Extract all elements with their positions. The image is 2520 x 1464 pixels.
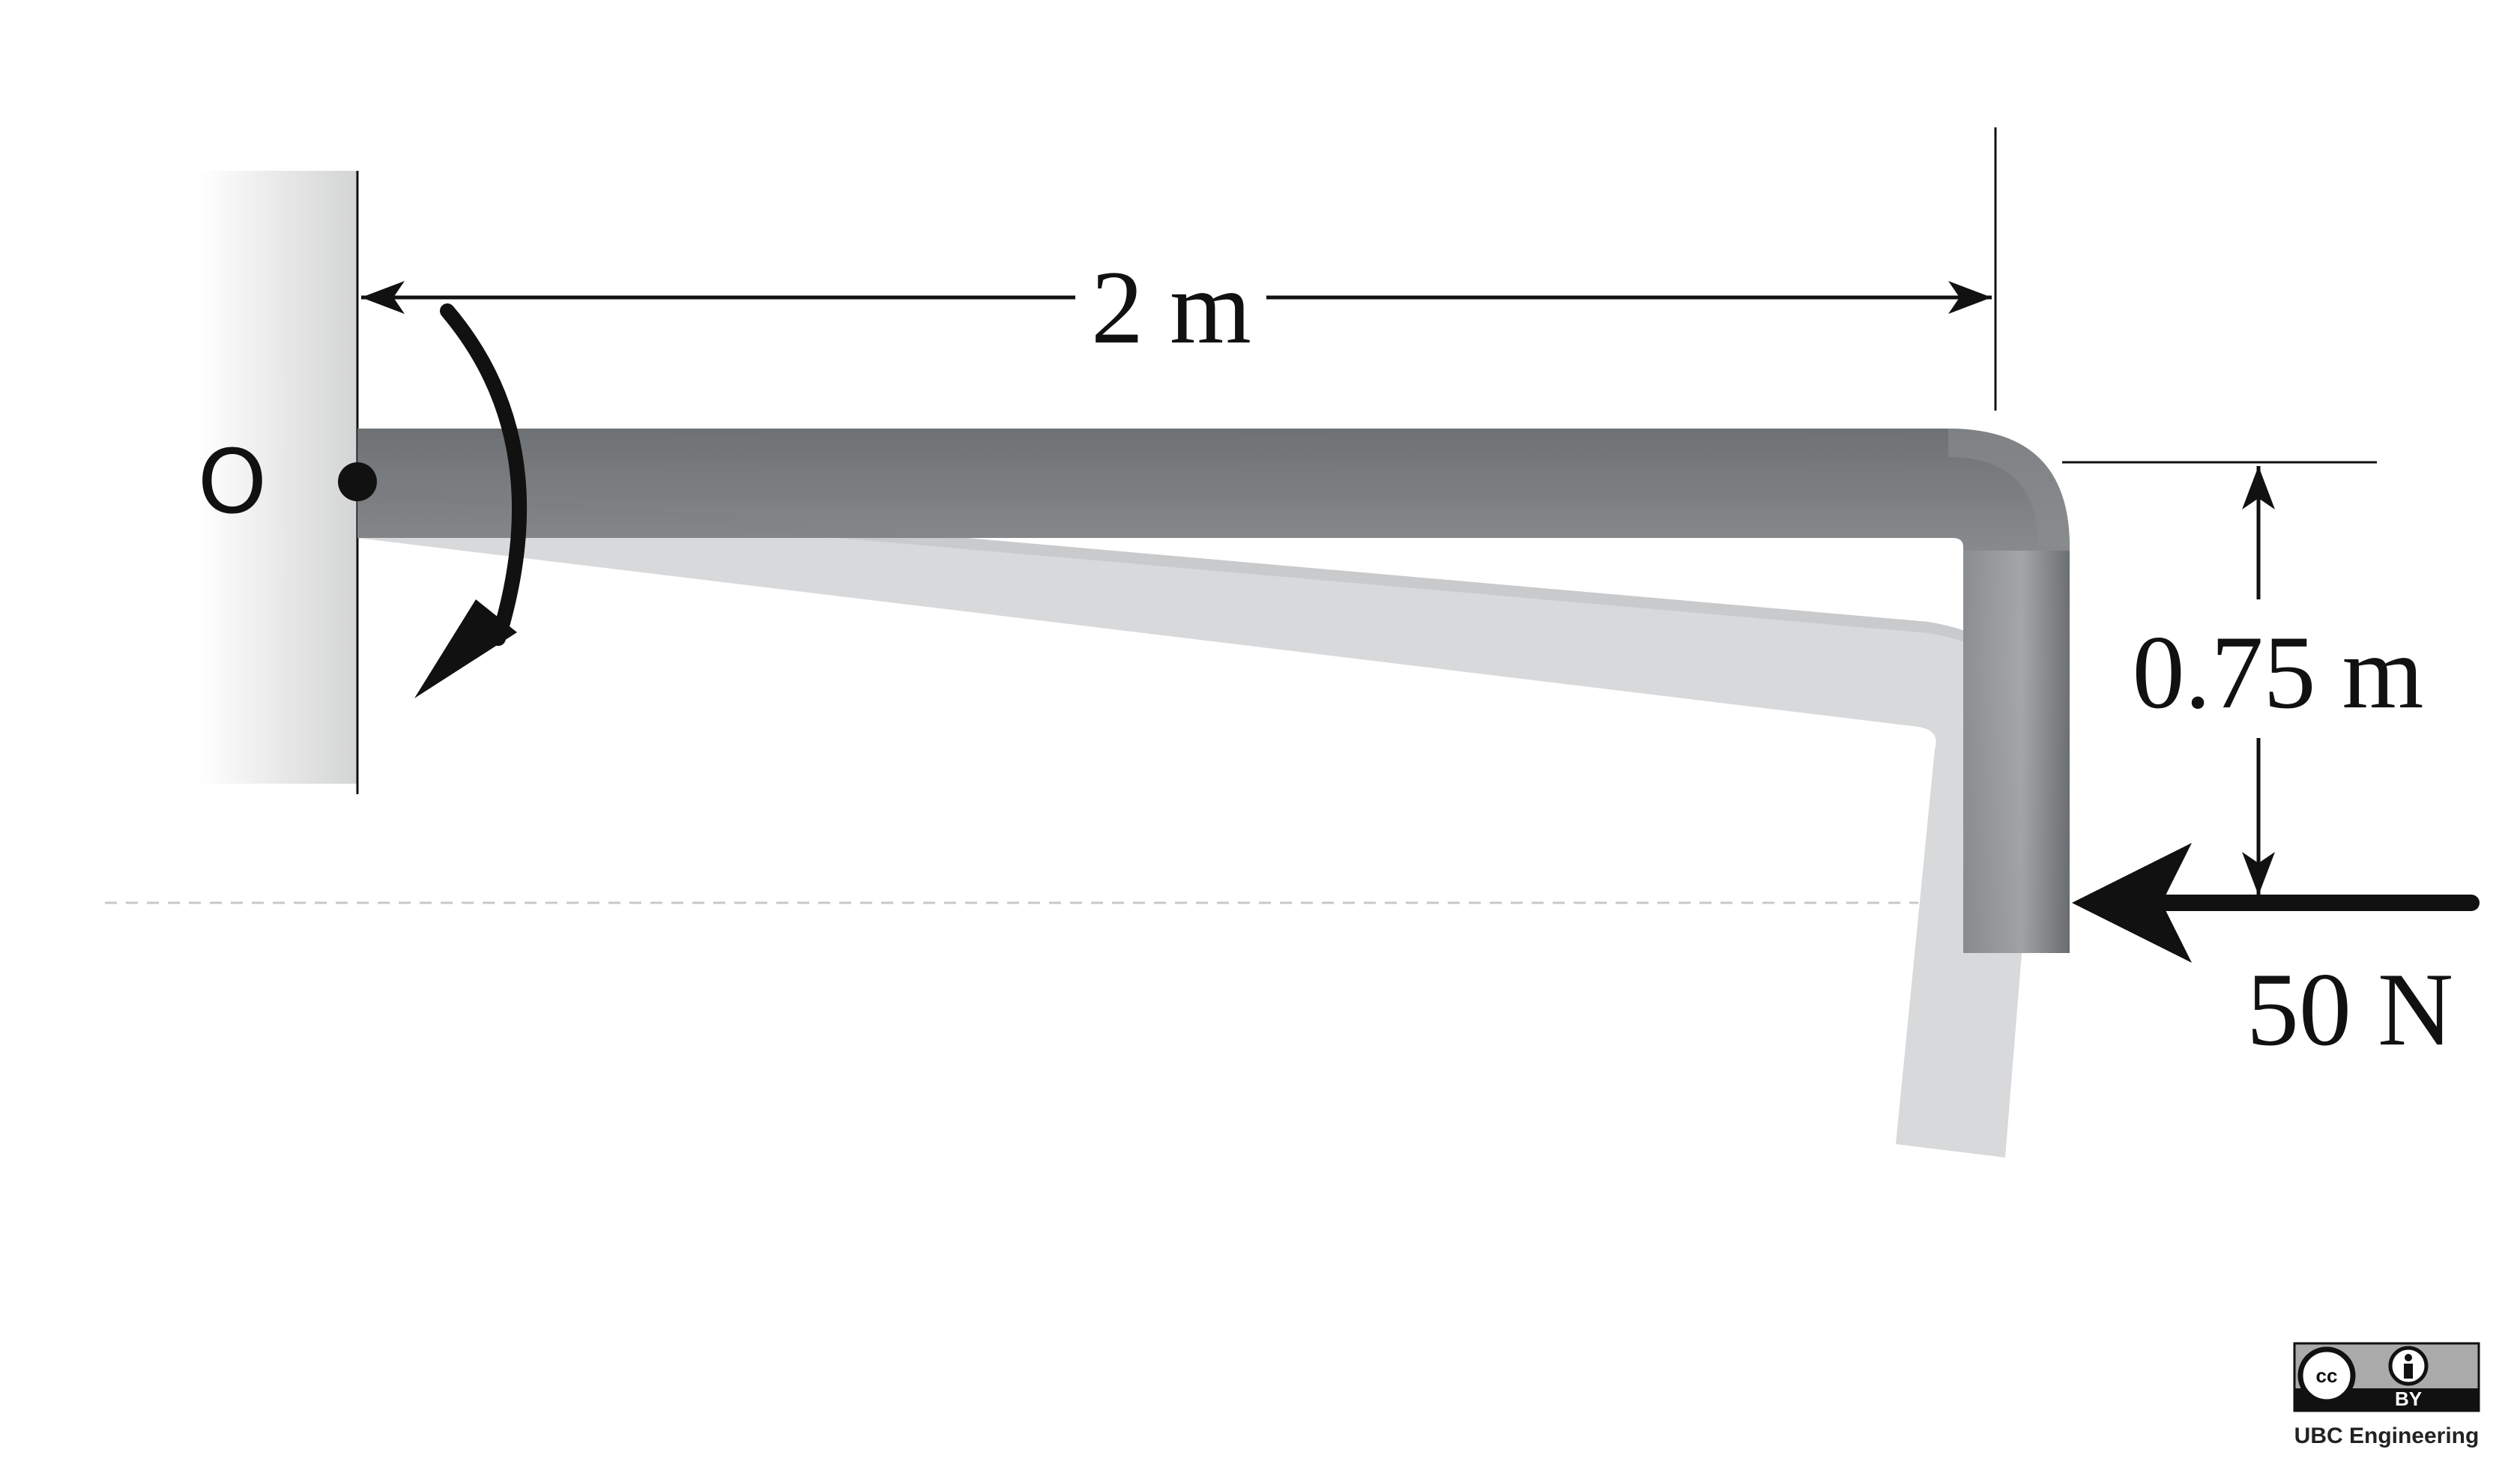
svg-text:cc: cc <box>2316 1364 2338 1387</box>
horizontal-dimension: 2 m <box>361 127 1997 411</box>
svg-text:BY: BY <box>2395 1388 2422 1410</box>
force-arrow: 50 N <box>2072 843 2480 1068</box>
bent-rod <box>357 429 2070 953</box>
cc-icon <box>2297 1346 2356 1405</box>
horizontal-dimension-label: 2 m <box>1091 249 1251 366</box>
point-o-label: O <box>198 430 268 533</box>
attribution-credit: UBC Engineering <box>2294 1424 2480 1448</box>
rotated-rod-ghost <box>357 485 2040 1158</box>
force-label: 50 N <box>2246 952 2453 1068</box>
pivot-point-o <box>338 462 377 501</box>
moment-arrow <box>414 303 528 698</box>
wall-support <box>199 171 357 784</box>
cc-by-license-badge: cc BY <box>2293 1342 2480 1412</box>
vertical-dimension: 0.75 m <box>2062 461 2424 895</box>
vertical-dimension-label: 0.75 m <box>2133 614 2424 731</box>
